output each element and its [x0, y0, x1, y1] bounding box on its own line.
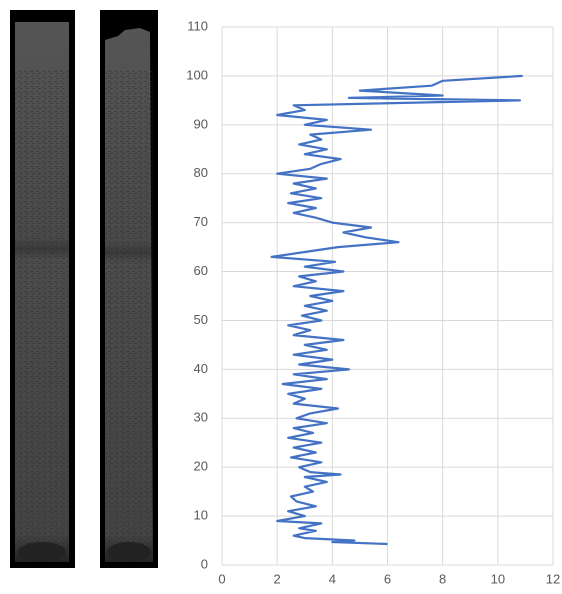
y-tick-label: 0 [201, 556, 208, 571]
data-line [270, 74, 523, 546]
y-tick-label: 60 [194, 263, 208, 278]
x-tick-label: 10 [491, 571, 505, 586]
y-tick-label: 110 [187, 18, 208, 33]
x-tick-label: 8 [439, 571, 446, 586]
scan-image-2 [100, 10, 158, 568]
y-tick-label: 10 [194, 508, 208, 523]
y-tick-label: 40 [194, 361, 208, 376]
x-tick-label: 12 [546, 571, 560, 586]
y-tick-label: 80 [194, 165, 208, 180]
y-tick-label: 90 [194, 116, 208, 131]
chart: 0 10 20 30 40 50 60 70 80 90 100 110 0 2 4 6 8 10 12 [186, 18, 560, 586]
x-tick-label: 0 [218, 571, 225, 586]
x-tick-label: 4 [329, 571, 336, 586]
x-tick-label: 2 [274, 571, 281, 586]
y-tick-label: 70 [194, 214, 208, 229]
x-tick-label: 6 [384, 571, 391, 586]
y-tick-label: 50 [194, 312, 208, 327]
y-tick-label: 100 [186, 67, 208, 82]
y-tick-label: 30 [194, 410, 208, 425]
scan-image-1 [10, 10, 75, 568]
y-tick-label: 20 [194, 459, 208, 474]
